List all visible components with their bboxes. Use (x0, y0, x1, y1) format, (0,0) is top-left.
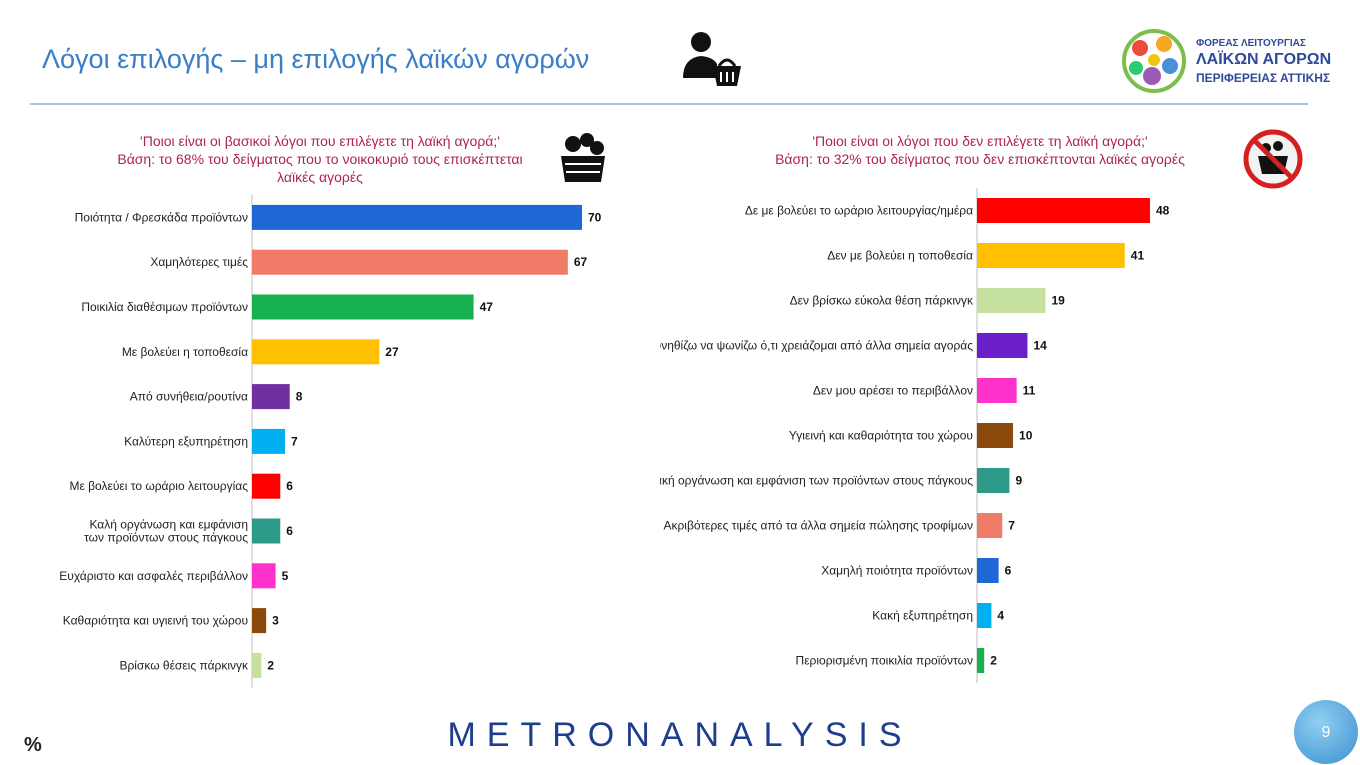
category-label: Καθαριότητα και υγιεινή του χώρου (63, 614, 248, 628)
page-number: 9 (1321, 724, 1331, 741)
category-label: Δεν βρίσκω εύκολα θέση πάρκινγκ (790, 294, 974, 308)
right-chart-base: Βάση: το 32% του δείγματος που δεν επισκ… (775, 151, 1185, 167)
data-label: 2 (267, 658, 274, 672)
logo-line-2: ΛΑΪΚΩΝ ΑΓΟΡΩΝ (1196, 51, 1332, 68)
data-label: 7 (291, 434, 298, 448)
data-label: 14 (1033, 339, 1047, 353)
vegetable-basket-icon (553, 128, 613, 188)
data-label: 70 (588, 210, 602, 224)
category-label: Συνηθίζω να ψωνίζω ό,τι χρειάζομαι από ά… (660, 339, 973, 353)
category-label: Υγιεινή και καθαριότητα του χώρου (789, 429, 973, 443)
page-title: Λόγοι επιλογής – μη επιλογής λαϊκών αγορ… (42, 44, 590, 74)
bar (252, 428, 285, 454)
bar (252, 249, 568, 275)
data-label: 67 (574, 255, 588, 269)
category-label: Από συνήθεια/ρουτίνα (130, 390, 248, 404)
brand-wordmark: METRONANALYSIS (447, 716, 913, 754)
no-basket-icon (1242, 128, 1304, 190)
category-label: Ευχάριστο και ασφαλές περιβάλλον (59, 569, 248, 583)
organization-logo: ΦΟΡΕΑΣ ΛΕΙΤΟΥΡΓΙΑΣ ΛΑΪΚΩΝ ΑΓΟΡΩΝ ΠΕΡΙΦΕΡ… (1118, 24, 1331, 98)
logo-line-1: ΦΟΡΕΑΣ ΛΕΙΤΟΥΡΓΙΑΣ (1196, 38, 1306, 49)
category-label: Δε με βολεύει το ωράριο λειτουργίας/ημέρ… (745, 204, 973, 218)
category-label: Με βολεύει η τοποθεσία (122, 345, 248, 359)
bar (252, 384, 290, 410)
data-label: 2 (990, 654, 997, 668)
category-label: Κακή οργάνωση και εμφάνιση των προϊόντων… (660, 474, 973, 488)
page-number-badge: 9 (1294, 700, 1358, 764)
bar (977, 558, 999, 583)
bar (252, 204, 582, 230)
data-label: 11 (1023, 384, 1036, 398)
logo-emblem (1122, 29, 1186, 93)
category-label: Χαμηλότερες τιμές (150, 255, 248, 269)
data-label: 47 (480, 300, 494, 314)
bar (252, 294, 474, 320)
bar (977, 468, 1010, 493)
bar (977, 333, 1028, 358)
bar (252, 652, 262, 678)
left-chart-base: Βάση: το 68% του δείγματος που το νοικοκ… (117, 151, 523, 185)
bar (252, 518, 281, 544)
category-label: Δεν με βολεύει η τοποθεσία (827, 249, 973, 263)
category-label: Χαμηλή ποιότητα προϊόντων (821, 564, 973, 578)
logo-line-3: ΠΕΡΙΦΕΡΕΙΑΣ ΑΤΤΙΚΗΣ (1196, 71, 1331, 85)
right-chart-heading: 'Ποιοι είναι οι λόγοι που δεν επιλέγετε … (740, 132, 1220, 168)
data-label: 3 (272, 614, 279, 628)
data-label: 4 (997, 609, 1004, 623)
category-label: Δεν μου αρέσει το περιβάλλον (813, 384, 973, 398)
bar (977, 513, 1003, 538)
category-label: Βρίσκω θέσεις πάρκινγκ (119, 658, 249, 672)
data-label: 9 (1015, 474, 1022, 488)
bar (252, 339, 380, 365)
reasons-for-not-choosing-chart: 48 Δε με βολεύει το ωράριο λειτουργίας/ημ… (660, 188, 1170, 683)
bar (252, 563, 276, 589)
left-chart-question: 'Ποιοι είναι οι βασικοί λόγοι που επιλέγ… (140, 133, 500, 149)
category-label: Κακή εξυπηρέτηση (872, 609, 973, 623)
data-label: 6 (1005, 564, 1012, 578)
data-label: 5 (282, 569, 289, 583)
data-label: 7 (1008, 519, 1015, 533)
unit-label: % (24, 734, 42, 756)
data-label: 10 (1019, 429, 1033, 443)
bar (977, 243, 1125, 268)
bar (252, 608, 267, 634)
bar (977, 198, 1150, 223)
category-label: Καλύτερη εξυπηρέτηση (124, 434, 248, 448)
bar (977, 603, 992, 628)
right-chart-question: 'Ποιοι είναι οι λόγοι που δεν επιλέγετε … (812, 133, 1148, 149)
category-label: Με βολεύει το ωράριο λειτουργίας (69, 479, 248, 493)
data-label: 41 (1131, 249, 1145, 263)
data-label: 48 (1156, 204, 1170, 218)
data-label: 6 (286, 524, 293, 538)
category-label: Ποιότητα / Φρεσκάδα προϊόντων (75, 210, 248, 224)
bar (977, 648, 985, 673)
bar (252, 473, 281, 499)
category-label: Περιορισμένη ποικιλία προϊόντων (796, 654, 973, 668)
category-label: Ποικιλία διαθέσιμων προϊόντων (81, 300, 248, 314)
left-chart-heading: 'Ποιοι είναι οι βασικοί λόγοι που επιλέγ… (100, 132, 540, 186)
bar (977, 288, 1046, 313)
category-label: Ακριβότερες τιμές από τα άλλα σημεία πώλ… (663, 519, 973, 533)
shopper-basket-icon (679, 28, 745, 90)
data-label: 6 (286, 479, 293, 493)
data-label: 27 (385, 345, 399, 359)
category-label: Καλή οργάνωση και εμφάνιση των προϊόντων … (84, 518, 248, 545)
data-label: 19 (1051, 294, 1065, 308)
bar (977, 378, 1017, 403)
bar (977, 423, 1014, 448)
title-divider (30, 103, 1308, 105)
data-label: 8 (296, 390, 303, 404)
